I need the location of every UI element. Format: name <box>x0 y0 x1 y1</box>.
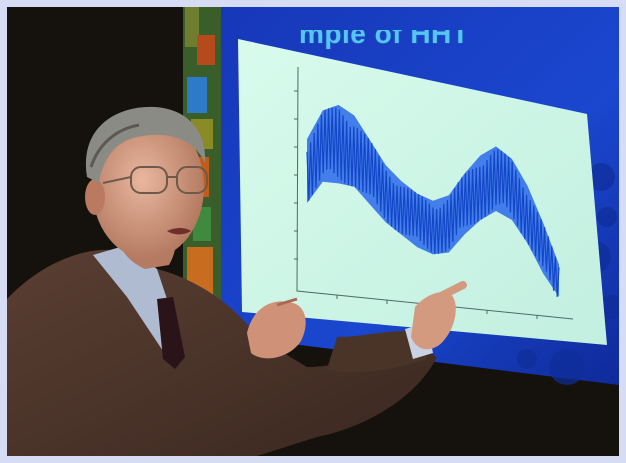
presenter-hair <box>85 106 206 183</box>
photo-frame: mple of HHT <box>7 7 619 456</box>
presenter-right-sleeve <box>327 331 427 373</box>
presenter <box>7 106 467 456</box>
slide-heading: mple of HHT <box>299 18 470 49</box>
lecture-photo <box>7 7 619 456</box>
presenter-mouth <box>167 228 191 235</box>
glasses-icon <box>102 166 208 194</box>
slide-plot-signal <box>307 104 559 298</box>
presenter-tie <box>157 297 185 369</box>
presenter-suit <box>7 249 437 456</box>
slide-plot-signal-detail <box>306 107 560 297</box>
presenter-left-hand <box>247 301 306 359</box>
presenter-face <box>92 115 204 259</box>
presenter-right-hand <box>411 292 456 350</box>
slide-plot-axes <box>296 66 574 320</box>
